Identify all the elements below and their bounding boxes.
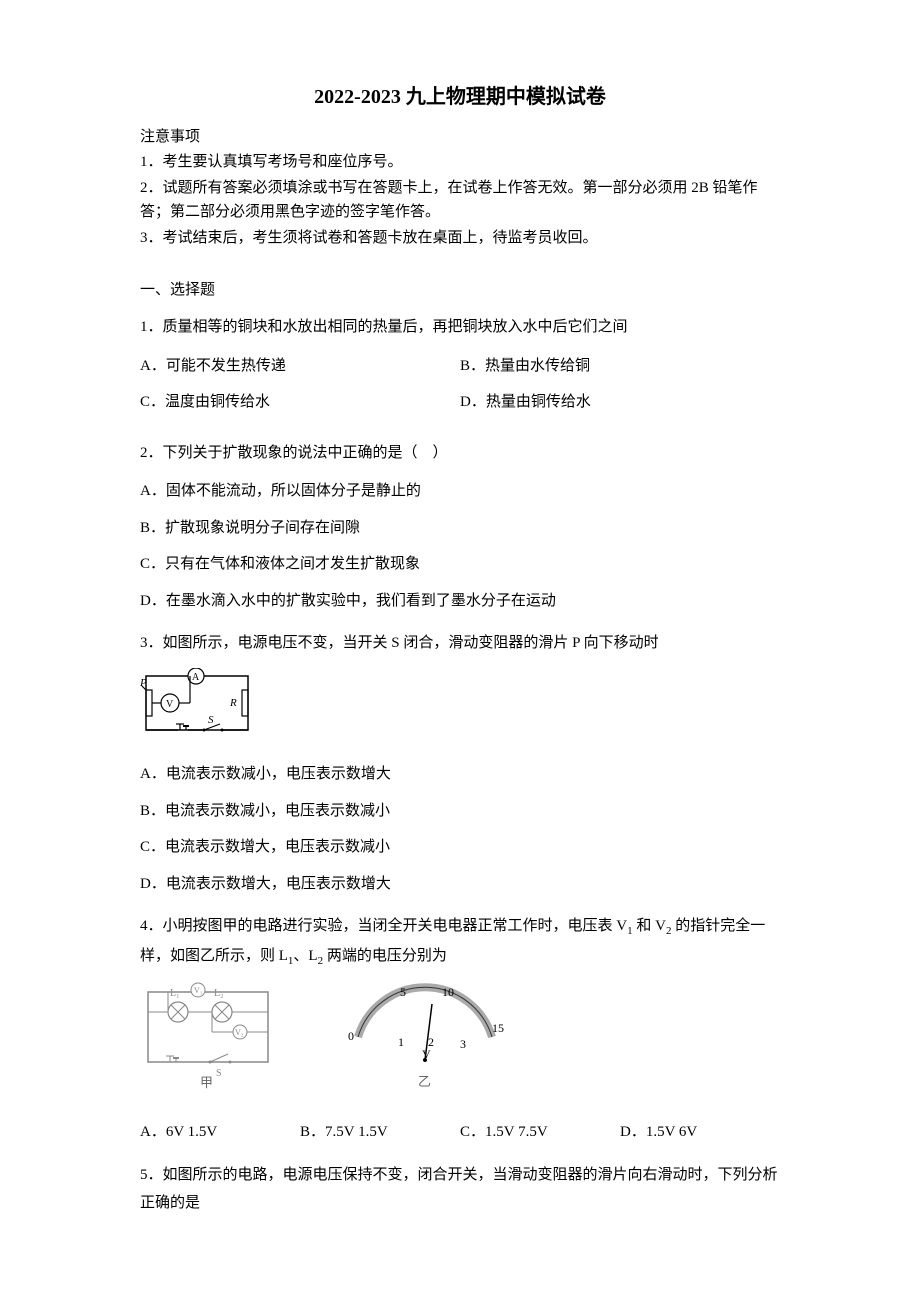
q1-option-b: B．热量由水传给铜 — [460, 352, 780, 381]
q4-option-a: A．6V 1.5V — [140, 1118, 300, 1147]
q3-option-c: C．电流表示数增大，电压表示数减小 — [140, 833, 780, 862]
meter-tick-10: 10 — [442, 985, 454, 999]
svg-text:L₂: L₂ — [214, 988, 224, 999]
q1-text: 1．质量相等的铜块和水放出相同的热量后，再把铜块放入水中后它们之间 — [140, 313, 780, 342]
question-1: 1．质量相等的铜块和水放出相同的热量后，再把铜块放入水中后它们之间 A．可能不发… — [140, 313, 780, 425]
svg-text:V₁: V₁ — [194, 986, 203, 995]
q4-option-c: C．1.5V 7.5V — [460, 1118, 620, 1147]
q2-option-d: D．在墨水滴入水中的扩散实验中，我们看到了墨水分子在运动 — [140, 587, 780, 616]
question-2: 2．下列关于扩散现象的说法中正确的是（ ） A．固体不能流动，所以固体分子是静止… — [140, 439, 780, 616]
page-title: 2022-2023 九上物理期中模拟试卷 — [140, 80, 780, 109]
q4-option-b: B．7.5V 1.5V — [300, 1118, 460, 1147]
meter-tick-3: 3 — [460, 1037, 466, 1051]
question-3: 3．如图所示，电源电压不变，当开关 S 闭合，滑动变阻器的滑片 P 向下移动时 … — [140, 629, 780, 898]
q3-option-a: A．电流表示数减小，电压表示数增大 — [140, 760, 780, 789]
q3-circuit-diagram: P A V R S — [140, 668, 780, 749]
q3-options: A．电流表示数减小，电压表示数增大 B．电流表示数减小，电压表示数减小 C．电流… — [140, 760, 780, 898]
q5-text: 5．如图所示的电路，电源电压保持不变，闭合开关，当滑动变阻器的滑片向右滑动时，下… — [140, 1161, 780, 1218]
svg-text:V₂: V₂ — [235, 1028, 244, 1037]
q2-text: 2．下列关于扩散现象的说法中正确的是（ ） — [140, 439, 780, 468]
label-s: S — [208, 714, 214, 726]
notice-item-3: 3．考试结束后，考生须将试卷和答题卡放在桌面上，待监考员收回。 — [140, 226, 780, 250]
q4-caption-2: 乙 — [418, 1074, 431, 1089]
notice-item-1: 1．考生要认真填写考场号和座位序号。 — [140, 150, 780, 174]
q4-options: A．6V 1.5V B．7.5V 1.5V C．1.5V 7.5V D．1.5V… — [140, 1118, 780, 1147]
q4-caption-1: 甲 — [200, 1075, 213, 1090]
notice-item-2: 2．试题所有答案必须填涂或书写在答题卡上，在试卷上作答无效。第一部分必须用 2B… — [140, 176, 780, 224]
q1-option-c: C．温度由铜传给水 — [140, 388, 460, 417]
q4-text: 4．小明按图甲的电路进行实验，当闭全开关电电器正常工作时，电压表 V1 和 V2… — [140, 912, 780, 972]
q4-voltmeter-diagram: 0 5 10 15 1 2 3 V 乙 — [340, 982, 510, 1103]
q2-options: A．固体不能流动，所以固体分子是静止的 B．扩散现象说明分子间存在间隙 C．只有… — [140, 477, 780, 615]
q4-option-d: D．1.5V 6V — [620, 1118, 780, 1147]
svg-text:S: S — [216, 1068, 222, 1079]
label-a: A — [192, 672, 200, 683]
q2-option-c: C．只有在气体和液体之间才发生扩散现象 — [140, 550, 780, 579]
q1-option-a: A．可能不发生热传递 — [140, 352, 460, 381]
q1-options: A．可能不发生热传递 B．热量由水传给铜 C．温度由铜传给水 D．热量由铜传给水 — [140, 352, 780, 425]
q4-text-end: 两端的电压分别为 — [323, 948, 447, 964]
label-r: R — [229, 697, 237, 709]
q4-images: L₁ L₂ V₁ V₂ — [140, 982, 780, 1103]
label-p: P — [140, 677, 147, 689]
meter-tick-0: 0 — [348, 1029, 354, 1043]
meter-tick-15: 15 — [492, 1021, 504, 1035]
meter-tick-1: 1 — [398, 1035, 404, 1049]
q4-text-mid3: 、L — [293, 948, 317, 964]
q4-text-pre: 4．小明按图甲的电路进行实验，当闭全开关电电器正常工作时，电压表 V — [140, 918, 627, 934]
q3-option-d: D．电流表示数增大，电压表示数增大 — [140, 870, 780, 899]
question-4: 4．小明按图甲的电路进行实验，当闭全开关电电器正常工作时，电压表 V1 和 V2… — [140, 912, 780, 1147]
q1-option-d: D．热量由铜传给水 — [460, 388, 780, 417]
question-5: 5．如图所示的电路，电源电压保持不变，闭合开关，当滑动变阻器的滑片向右滑动时，下… — [140, 1161, 780, 1218]
meter-tick-5: 5 — [400, 985, 406, 999]
label-v: V — [166, 699, 174, 710]
q2-option-b: B．扩散现象说明分子间存在间隙 — [140, 514, 780, 543]
section-1-header: 一、选择题 — [140, 278, 780, 299]
q4-text-mid: 和 V — [633, 918, 666, 934]
q3-text: 3．如图所示，电源电压不变，当开关 S 闭合，滑动变阻器的滑片 P 向下移动时 — [140, 629, 780, 658]
meter-unit: V — [422, 1047, 431, 1061]
q4-circuit-diagram: L₁ L₂ V₁ V₂ — [140, 982, 280, 1103]
q2-option-a: A．固体不能流动，所以固体分子是静止的 — [140, 477, 780, 506]
notice-header: 注意事项 — [140, 125, 780, 146]
svg-text:L₁: L₁ — [170, 988, 180, 999]
q3-option-b: B．电流表示数减小，电压表示数减小 — [140, 797, 780, 826]
